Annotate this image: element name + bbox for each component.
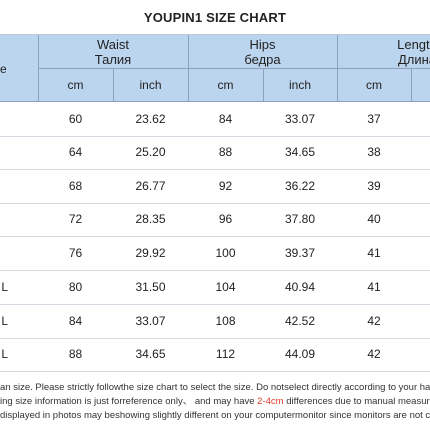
- unit-hips-cm: cm: [217, 78, 234, 92]
- row-divider: [0, 270, 430, 271]
- length-header: Length Длина: [362, 37, 430, 67]
- size-notes: an size. Please strictly followthe size …: [0, 379, 430, 430]
- unit-hips-inch: inch: [288, 78, 311, 92]
- waist-header-en: Waist: [96, 37, 130, 52]
- hips-header-ru: бедра: [244, 52, 281, 67]
- cell-waist-inch: 23.62: [135, 112, 166, 126]
- row-divider: [0, 236, 430, 237]
- cell-hips-inch: 34.65: [284, 145, 316, 159]
- header-subdivider: [38, 68, 430, 69]
- row-size-label: L: [1, 280, 8, 294]
- cell-waist-inch: 25.20: [135, 145, 166, 159]
- cell-hips-inch: 37.80: [284, 212, 316, 226]
- cell-waist-inch: 28.35: [135, 212, 166, 226]
- header-divider-hips-length: [337, 35, 338, 102]
- chart-title: YOUPIN1 SIZE CHART: [143, 10, 287, 25]
- unit-waist-inch: inch: [139, 78, 162, 92]
- header-divider-length-unit: [411, 68, 412, 102]
- cell-hips-cm: 104: [215, 280, 236, 294]
- row-divider: [0, 169, 430, 170]
- unit-waist-cm: cm: [67, 78, 84, 92]
- cell-waist-inch: 31.50: [135, 280, 166, 294]
- cell-length-cm: 38: [367, 145, 381, 159]
- waist-header-ru: Талия: [94, 52, 132, 67]
- header-divider-hips-unit: [263, 68, 264, 102]
- header-divider-waist-hips: [188, 35, 189, 102]
- hips-header: Hips бедра: [188, 37, 337, 67]
- header-divider-size: [38, 35, 39, 102]
- cell-waist-cm: 60: [68, 112, 83, 126]
- cell-hips-cm: 84: [218, 112, 233, 126]
- cell-hips-inch: 40.94: [284, 280, 316, 294]
- note-line-2: ing size information is just forreferenc…: [0, 396, 430, 407]
- cell-length-cm: 41: [367, 280, 381, 294]
- measurement-tolerance: 2-4cm: [257, 396, 284, 407]
- row-divider: [0, 338, 430, 339]
- cell-hips-inch: 44.09: [284, 347, 316, 361]
- length-header-ru: Длина: [397, 52, 430, 67]
- cell-length-cm: 40: [367, 212, 381, 226]
- unit-length-cm: cm: [366, 78, 382, 92]
- row-divider: [0, 203, 430, 204]
- cell-waist-cm: 68: [68, 179, 83, 193]
- cell-waist-inch: 33.07: [135, 314, 166, 328]
- cell-hips-cm: 112: [215, 347, 236, 361]
- size-column-header: e: [0, 62, 7, 76]
- cell-hips-inch: 42.52: [284, 314, 316, 328]
- cell-hips-cm: 108: [215, 314, 236, 328]
- cell-hips-inch: 39.37: [284, 246, 316, 260]
- row-divider: [0, 371, 430, 372]
- cell-waist-cm: 84: [68, 314, 83, 328]
- title-divider: [0, 34, 430, 35]
- header-bottom-line: [0, 101, 430, 102]
- cell-waist-cm: 80: [68, 280, 83, 294]
- cell-length-cm: 41: [367, 246, 381, 260]
- cell-hips-cm: 100: [215, 246, 236, 260]
- cell-waist-inch: 34.65: [135, 347, 166, 361]
- header-divider-waist-unit: [113, 68, 114, 102]
- cell-waist-inch: 26.77: [135, 179, 166, 193]
- cell-hips-cm: 92: [218, 179, 233, 193]
- cell-waist-cm: 64: [68, 145, 83, 159]
- row-divider: [0, 304, 430, 305]
- waist-header: Waist Талия: [38, 37, 188, 67]
- cell-length-cm: 37: [367, 112, 381, 126]
- note-line-3: displayed in photos may beshowing slight…: [0, 410, 430, 421]
- cell-length-cm: 42: [367, 347, 381, 361]
- cell-waist-cm: 76: [68, 246, 83, 260]
- cell-hips-inch: 33.07: [284, 112, 316, 126]
- note-line-2-tail: differences due to manual measurem: [283, 396, 430, 407]
- cell-length-cm: 39: [367, 179, 381, 193]
- cell-hips-cm: 96: [218, 212, 233, 226]
- note-line-1: an size. Please strictly followthe size …: [0, 382, 430, 393]
- note-line-2-text: ing size information is just forreferenc…: [0, 396, 258, 407]
- cell-waist-cm: 72: [68, 212, 83, 226]
- row-size-label: L: [1, 314, 8, 328]
- length-header-en: Length: [397, 37, 430, 52]
- chart-title-bar: YOUPIN1 SIZE CHART: [0, 0, 430, 35]
- cell-waist-inch: 29.92: [135, 246, 166, 260]
- cell-hips-inch: 36.22: [284, 179, 316, 193]
- cell-waist-cm: 88: [68, 347, 83, 361]
- cell-hips-cm: 88: [218, 145, 233, 159]
- row-size-label: L: [1, 347, 8, 361]
- row-divider: [0, 136, 430, 137]
- cell-length-cm: 42: [367, 314, 381, 328]
- hips-header-en: Hips: [249, 37, 276, 52]
